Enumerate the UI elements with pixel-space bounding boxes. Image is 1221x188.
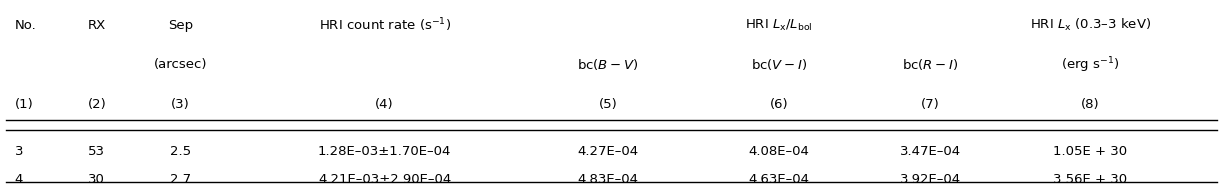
Text: HRI $L_{\rm x}$ (0.3–3 keV): HRI $L_{\rm x}$ (0.3–3 keV) (1029, 17, 1151, 33)
Text: RX: RX (88, 19, 106, 32)
Text: HRI $L_{\rm x}/L_{\rm bol}$: HRI $L_{\rm x}/L_{\rm bol}$ (745, 18, 813, 33)
Text: (4): (4) (375, 98, 394, 111)
Text: 1.28E–03±1.70E–04: 1.28E–03±1.70E–04 (317, 145, 452, 158)
Text: 3: 3 (15, 145, 23, 158)
Text: (5): (5) (598, 98, 618, 111)
Text: (2): (2) (88, 98, 106, 111)
Text: 4.83E–04: 4.83E–04 (578, 173, 639, 186)
Text: (3): (3) (171, 98, 190, 111)
Text: No.: No. (15, 19, 37, 32)
Text: 1.05E + 30: 1.05E + 30 (1054, 145, 1127, 158)
Text: 4: 4 (15, 173, 23, 186)
Text: (8): (8) (1081, 98, 1100, 111)
Text: 2.5: 2.5 (170, 145, 192, 158)
Text: 3.92E–04: 3.92E–04 (900, 173, 961, 186)
Text: 2.7: 2.7 (170, 173, 192, 186)
Text: 4.27E–04: 4.27E–04 (578, 145, 639, 158)
Text: (1): (1) (15, 98, 33, 111)
Text: bc($R - I$): bc($R - I$) (902, 57, 958, 72)
Text: Sep: Sep (168, 19, 193, 32)
Text: (arcsec): (arcsec) (154, 58, 208, 71)
Text: HRI count rate (s$^{-1}$): HRI count rate (s$^{-1}$) (319, 17, 451, 34)
Text: (7): (7) (921, 98, 940, 111)
Text: 3.47E–04: 3.47E–04 (900, 145, 961, 158)
Text: (erg s$^{-1}$): (erg s$^{-1}$) (1061, 55, 1120, 75)
Text: 4.08E–04: 4.08E–04 (748, 145, 810, 158)
Text: 4.63E–04: 4.63E–04 (748, 173, 810, 186)
Text: 30: 30 (88, 173, 105, 186)
Text: 53: 53 (88, 145, 105, 158)
Text: 3.56E + 30: 3.56E + 30 (1054, 173, 1127, 186)
Text: bc($B - V$): bc($B - V$) (578, 57, 639, 72)
Text: 4.21E–03±2.90E–04: 4.21E–03±2.90E–04 (317, 173, 452, 186)
Text: (6): (6) (769, 98, 789, 111)
Text: bc($V - I$): bc($V - I$) (751, 57, 807, 72)
